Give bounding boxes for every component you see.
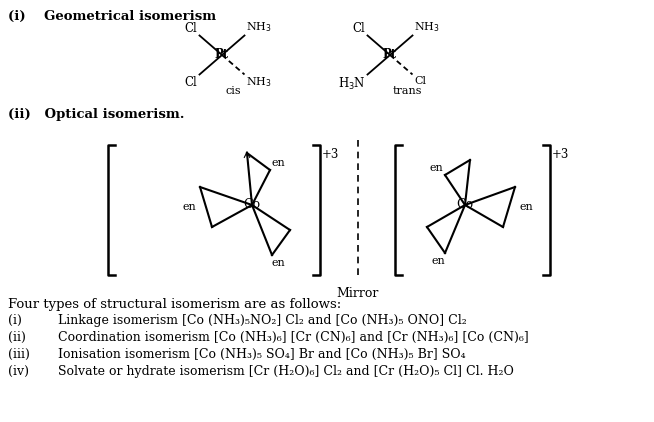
- Text: Four types of structural isomerism are as follows:: Four types of structural isomerism are a…: [8, 298, 341, 311]
- Text: Cl: Cl: [184, 76, 198, 89]
- Text: en: en: [182, 202, 196, 212]
- Text: +3: +3: [552, 148, 570, 161]
- Text: Ionisation isomerism [Co (NH₃)₅ SO₄] Br and [Co (NH₃)₅ Br] SO₄: Ionisation isomerism [Co (NH₃)₅ SO₄] Br …: [58, 348, 466, 361]
- Text: en: en: [272, 158, 286, 168]
- Text: Solvate or hydrate isomerism [Cr (H₂O)₆] Cl₂ and [Cr (H₂O)₅ Cl] Cl. H₂O: Solvate or hydrate isomerism [Cr (H₂O)₆]…: [58, 365, 514, 378]
- Text: (ii): (ii): [8, 331, 26, 344]
- Text: (ii)   Optical isomerism.: (ii) Optical isomerism.: [8, 108, 184, 121]
- Text: H$_3$N: H$_3$N: [337, 76, 366, 92]
- Text: en: en: [431, 256, 445, 266]
- Text: trans: trans: [393, 87, 422, 97]
- Text: (i): (i): [8, 314, 22, 327]
- Text: Cl: Cl: [353, 22, 366, 35]
- Text: (iii): (iii): [8, 348, 30, 361]
- Text: en: en: [272, 258, 286, 268]
- Text: Cl: Cl: [415, 76, 426, 86]
- Text: NH$_3$: NH$_3$: [415, 21, 440, 35]
- Text: Pt: Pt: [215, 49, 229, 62]
- Text: (iv): (iv): [8, 365, 29, 378]
- Text: Co: Co: [243, 198, 260, 211]
- Text: +3: +3: [322, 148, 339, 161]
- Text: NH$_3$: NH$_3$: [247, 21, 272, 35]
- Text: Coordination isomerism [Co (NH₃)₆] [Cr (CN)₆] and [Cr (NH₃)₆] [Co (CN)₆]: Coordination isomerism [Co (NH₃)₆] [Cr (…: [58, 331, 528, 344]
- Text: Cl: Cl: [184, 22, 198, 35]
- Text: Linkage isomerism [Co (NH₃)₅NO₂] Cl₂ and [Co (NH₃)₅ ONO] Cl₂: Linkage isomerism [Co (NH₃)₅NO₂] Cl₂ and…: [58, 314, 467, 327]
- Text: Mirror: Mirror: [337, 287, 379, 300]
- Text: (i)    Geometrical isomerism: (i) Geometrical isomerism: [8, 10, 216, 23]
- Text: cis: cis: [225, 87, 241, 97]
- Text: Co: Co: [456, 198, 473, 211]
- Text: en: en: [429, 163, 443, 173]
- Text: Pt: Pt: [383, 49, 397, 62]
- Text: en: en: [519, 202, 533, 212]
- Text: NH$_3$: NH$_3$: [247, 76, 272, 89]
